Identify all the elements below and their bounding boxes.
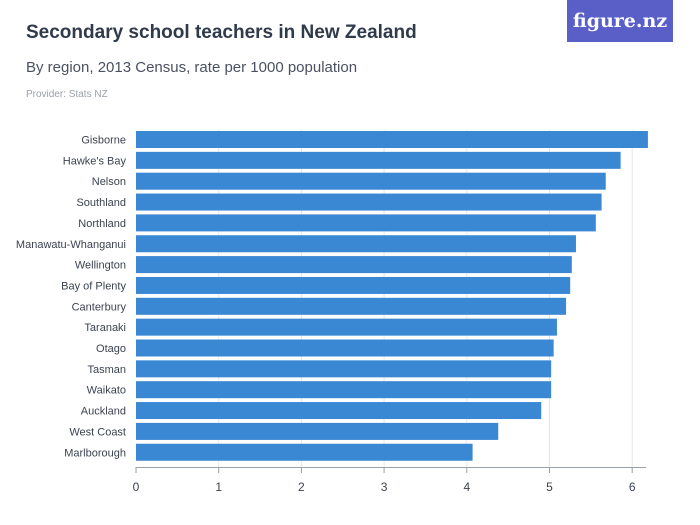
category-label: Otago — [96, 343, 126, 355]
category-label: Hawke's Bay — [63, 155, 127, 167]
category-label: Bay of Plenty — [61, 280, 126, 292]
category-label: Gisborne — [81, 135, 126, 147]
bar — [136, 381, 552, 399]
category-label: Taranaki — [84, 322, 126, 334]
x-tick-label: 6 — [629, 480, 636, 494]
bar — [136, 360, 552, 378]
category-label: Nelson — [92, 176, 126, 188]
bar — [136, 443, 473, 461]
bar — [136, 235, 576, 253]
x-tick-label: 1 — [215, 480, 222, 494]
bar — [136, 422, 499, 440]
category-label: Manawatu-Whanganui — [16, 239, 126, 251]
category-label: Wellington — [75, 260, 126, 272]
chart-title: Secondary school teachers in New Zealand — [26, 22, 417, 43]
bar — [136, 276, 571, 294]
category-label: West Coast — [69, 426, 126, 438]
category-label: Northland — [78, 218, 126, 230]
x-tick-label: 0 — [133, 480, 140, 494]
x-tick-label: 2 — [298, 480, 305, 494]
category-label: Waikato — [87, 385, 126, 397]
x-tick-label: 5 — [546, 480, 553, 494]
bar — [136, 172, 606, 190]
category-label: Southland — [76, 197, 126, 209]
category-label: Tasman — [87, 364, 126, 376]
bar — [136, 256, 572, 274]
category-label: Auckland — [81, 406, 126, 418]
provider-note: Provider: Stats NZ — [26, 89, 108, 100]
category-label: Marlborough — [64, 447, 126, 459]
bar — [136, 318, 557, 336]
category-label: Canterbury — [72, 301, 127, 313]
bar — [136, 193, 602, 211]
bar — [136, 131, 648, 148]
bar — [136, 339, 554, 357]
x-tick-label: 4 — [463, 480, 470, 494]
bar — [136, 151, 621, 169]
chart-subtitle: By region, 2013 Census, rate per 1000 po… — [26, 59, 358, 76]
figure-nz-logo[interactable]: figure.nz — [567, 0, 673, 42]
bar — [136, 402, 542, 420]
bar — [136, 214, 596, 232]
bar — [136, 297, 567, 315]
x-tick-label: 3 — [381, 480, 388, 494]
